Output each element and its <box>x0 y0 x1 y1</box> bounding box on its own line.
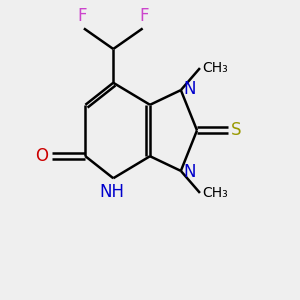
Text: F: F <box>78 8 87 26</box>
Text: O: O <box>35 147 48 165</box>
Text: CH₃: CH₃ <box>202 186 228 200</box>
Text: N: N <box>184 80 196 98</box>
Text: CH₃: CH₃ <box>202 61 228 75</box>
Text: S: S <box>231 122 242 140</box>
Text: NH: NH <box>99 183 124 201</box>
Text: N: N <box>184 164 196 181</box>
Text: F: F <box>140 8 149 26</box>
